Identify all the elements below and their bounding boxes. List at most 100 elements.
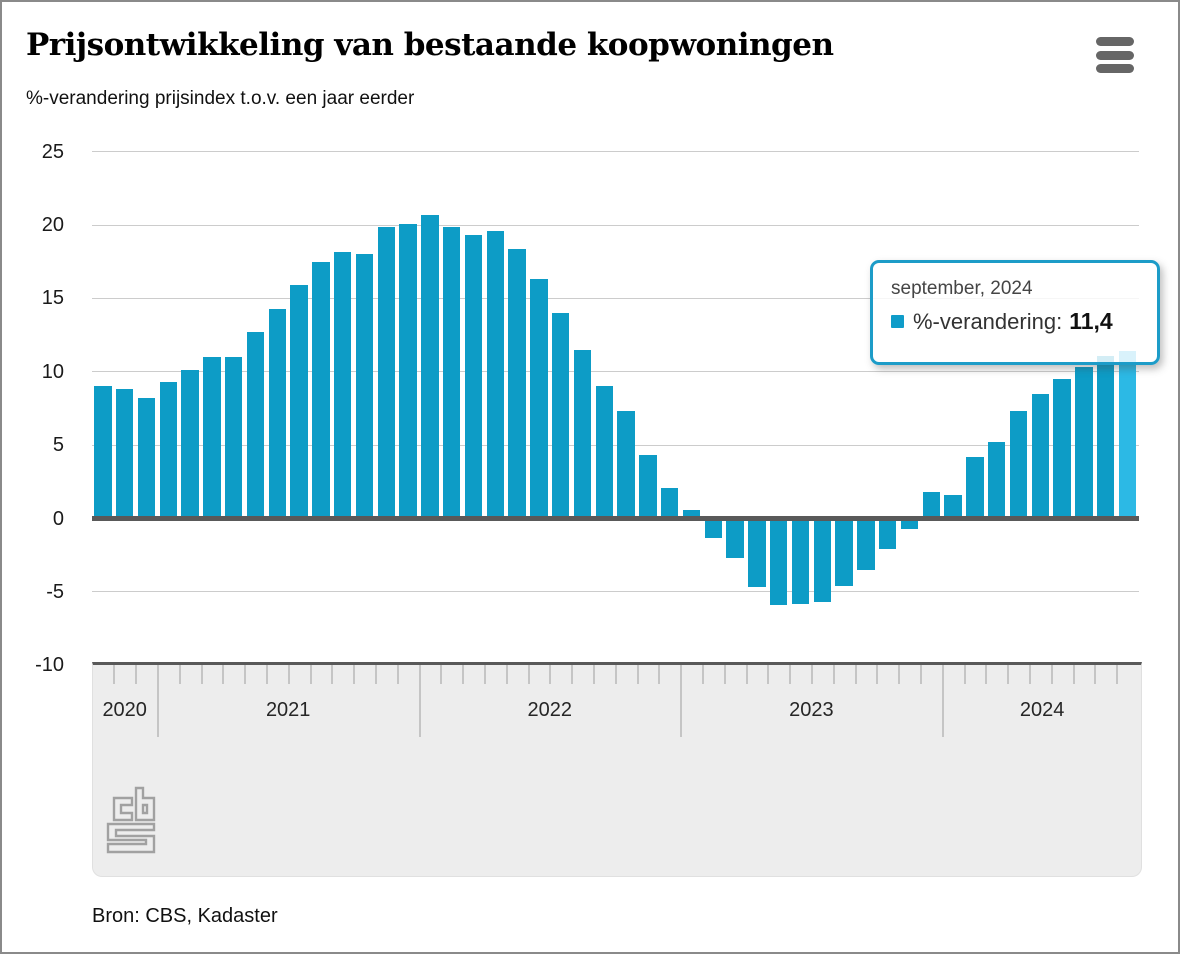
bar-2024-01[interactable] [944,495,962,519]
bar-2022-04[interactable] [486,230,504,519]
month-tick [832,665,835,684]
bar-2024-04[interactable] [1009,411,1028,519]
bar-2022-07[interactable] [552,313,570,519]
bar-2023-08[interactable] [835,518,853,586]
bar-2021-02[interactable] [181,370,199,519]
gridline-y20 [92,224,1139,226]
month-tick [810,665,813,684]
y-axis-label: 15 [41,287,64,310]
bar-2021-03[interactable] [203,357,221,519]
year-label-2020: 2020 [102,699,147,721]
bar-2024-07[interactable] [1075,367,1093,519]
bar-2021-01[interactable] [159,382,177,519]
tooltip: september, 2024 %-verandering: 11,4 [870,260,1160,365]
bar-2022-11[interactable] [639,455,657,519]
zero-axis-line [92,516,1139,521]
month-tick [854,665,857,684]
month-tick [876,665,879,684]
month-tick [440,665,443,684]
month-tick [1116,665,1119,684]
bar-2022-12[interactable] [661,487,679,519]
month-tick [222,665,225,684]
bar-2022-08[interactable] [573,349,592,519]
y-axis-label: 25 [41,140,64,163]
bar-2023-06[interactable] [791,518,810,604]
bar-2023-11[interactable] [900,518,919,529]
bar-2022-03[interactable] [464,235,483,519]
year-label-2022: 2022 [527,699,573,721]
bar-2023-09[interactable] [857,518,875,570]
y-axis-label: -5 [46,580,64,603]
hamburger-icon [1096,50,1134,60]
bar-2020-10[interactable] [94,386,112,519]
bar-2020-11[interactable] [116,389,134,519]
month-tick [898,665,901,684]
bar-2022-06[interactable] [530,279,548,519]
month-tick [745,665,748,684]
bar-2023-03[interactable] [726,518,744,559]
month-tick [963,665,966,684]
bar-2021-04[interactable] [225,357,243,519]
y-axis-label: 20 [41,214,64,237]
bar-2023-12[interactable] [922,492,940,519]
month-tick [353,665,356,684]
tooltip-value: 11,4 [1069,308,1113,334]
month-tick [462,665,465,684]
year-separator [156,665,159,737]
bar-2021-10[interactable] [355,254,374,519]
bar-2024-08[interactable] [1097,355,1115,519]
bar-2022-10[interactable] [617,411,635,519]
month-tick [200,665,203,684]
month-tick [135,665,138,684]
bar-2020-12[interactable] [137,398,156,519]
bar-2021-08[interactable] [312,261,330,519]
bar-2021-06[interactable] [268,308,286,519]
bar-2022-05[interactable] [508,248,526,519]
month-tick [1007,665,1010,684]
tooltip-date: september, 2024 [891,278,1033,299]
menu-button[interactable] [1096,37,1136,73]
month-tick [767,665,770,684]
bar-2024-02[interactable] [966,456,984,519]
year-separator [418,665,421,737]
gridline-y-5 [92,591,1139,593]
month-tick [1072,665,1075,684]
bar-2023-04[interactable] [748,518,766,588]
bar-2022-01[interactable] [421,214,439,519]
cbs-logo [106,786,156,854]
bar-2021-05[interactable] [246,332,265,519]
series-swatch-icon [891,315,904,328]
month-tick [723,665,726,684]
bar-2023-02[interactable] [704,518,722,538]
bar-2023-01[interactable] [682,509,701,519]
year-separator [680,665,683,737]
month-tick [178,665,181,684]
year-label-2024: 2024 [1019,699,1065,721]
y-axis-label: -10 [35,654,64,677]
month-tick [1028,665,1031,684]
month-tick [549,665,552,684]
month-tick [396,665,399,684]
bar-2022-02[interactable] [443,226,461,519]
bar-2023-10[interactable] [879,518,897,550]
bar-2023-05[interactable] [770,518,788,606]
month-tick [701,665,704,684]
bar-2024-05[interactable] [1031,393,1049,519]
bar-2022-09[interactable] [595,386,613,519]
bar-2021-09[interactable] [334,251,352,519]
bar-2024-06[interactable] [1053,379,1071,519]
gridline-y10 [92,371,1139,373]
bar-2024-03[interactable] [988,442,1006,519]
y-axis-label: 10 [41,360,64,383]
month-tick [919,665,922,684]
bar-2021-07[interactable] [290,285,308,519]
bar-2024-09[interactable] [1118,351,1137,519]
month-tick [374,665,377,684]
month-tick [985,665,988,684]
bar-2023-07[interactable] [813,518,831,603]
bar-2021-12[interactable] [399,223,417,519]
bar-2021-11[interactable] [377,226,395,519]
x-axis-ruler [92,662,1142,877]
